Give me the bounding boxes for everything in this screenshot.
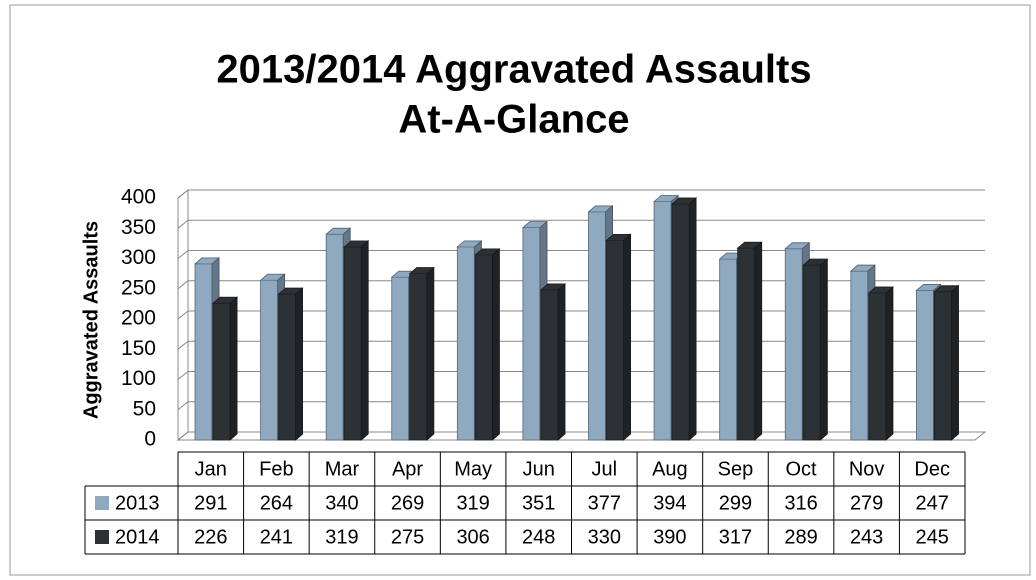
table-value: 317 xyxy=(719,526,752,548)
grid-line-side xyxy=(177,280,189,290)
table-value: 340 xyxy=(325,492,358,514)
grid-line-side xyxy=(177,340,189,350)
y-tick-label: 50 xyxy=(133,397,156,420)
bar-side xyxy=(557,283,566,441)
x-tick-label: Sep xyxy=(718,458,754,480)
x-tick-label: Oct xyxy=(785,458,817,480)
x-tick-label: Jun xyxy=(523,458,555,480)
bar-side xyxy=(688,197,697,441)
y-tick-label: 400 xyxy=(121,186,156,209)
bar-side xyxy=(754,241,763,441)
table-value: 289 xyxy=(784,526,817,548)
bar-side xyxy=(885,286,894,441)
x-tick-label: Jul xyxy=(592,458,618,480)
x-tick-label: Mar xyxy=(325,458,360,480)
bar-side xyxy=(426,266,435,441)
table-value: 330 xyxy=(588,526,621,548)
x-tick-label: May xyxy=(454,458,492,480)
table-value: 269 xyxy=(391,492,424,514)
x-tick-label: Feb xyxy=(259,458,293,480)
legend-swatch xyxy=(95,496,109,510)
legend-label: 2014 xyxy=(115,526,160,548)
table-value: 241 xyxy=(260,526,293,548)
table-value: 275 xyxy=(391,526,424,548)
grid-line-side xyxy=(177,371,189,380)
table-value: 243 xyxy=(850,526,883,548)
bar-side xyxy=(295,287,303,441)
table-value: 248 xyxy=(522,526,555,548)
legend-swatch xyxy=(95,530,109,544)
y-tick-label: 150 xyxy=(121,337,156,360)
table-value: 306 xyxy=(456,526,489,548)
y-tick-label: 200 xyxy=(121,307,156,330)
bar-side xyxy=(360,240,369,441)
bar-side xyxy=(491,248,500,441)
grid-line-side xyxy=(177,219,189,229)
table-value: 351 xyxy=(522,492,555,514)
table-value: 390 xyxy=(653,526,686,548)
chart-title: 2013/2014 Aggravated Assaults xyxy=(216,48,811,92)
y-tick-label: 250 xyxy=(121,276,156,299)
x-tick-label: Aug xyxy=(652,458,688,480)
table-value: 319 xyxy=(325,526,358,548)
y-tick-label: 300 xyxy=(121,246,156,269)
grid-line-side xyxy=(177,250,189,259)
grid-line-side xyxy=(177,189,189,199)
grid-line-side xyxy=(177,310,189,320)
table-value: 226 xyxy=(194,526,227,548)
bar-side xyxy=(819,258,828,441)
table-value: 264 xyxy=(260,492,293,514)
x-tick-label: Apr xyxy=(392,458,423,480)
table-value: 291 xyxy=(194,492,227,514)
legend-label: 2013 xyxy=(115,492,160,514)
y-tick-label: 0 xyxy=(144,428,156,451)
table-value: 319 xyxy=(456,492,489,514)
grid-line-side xyxy=(177,431,189,441)
table-value: 245 xyxy=(916,526,949,548)
grid-line-side xyxy=(177,401,189,411)
x-tick-label: Jan xyxy=(195,458,227,480)
table-value: 394 xyxy=(653,492,686,514)
bar-side xyxy=(951,284,959,441)
bar-side xyxy=(229,296,238,441)
y-tick-label: 350 xyxy=(121,216,156,239)
table-value: 299 xyxy=(719,492,752,514)
y-tick-label: 100 xyxy=(121,367,156,390)
table-value: 316 xyxy=(784,492,817,514)
chart-title: At-A-Glance xyxy=(398,98,629,142)
x-tick-label: Dec xyxy=(914,458,950,480)
y-axis-label: Aggravated Assaults xyxy=(80,221,102,419)
table-value: 247 xyxy=(916,492,949,514)
bar-side xyxy=(623,233,631,441)
table-value: 279 xyxy=(850,492,883,514)
x-tick-label: Nov xyxy=(849,458,885,480)
table-value: 377 xyxy=(588,492,621,514)
